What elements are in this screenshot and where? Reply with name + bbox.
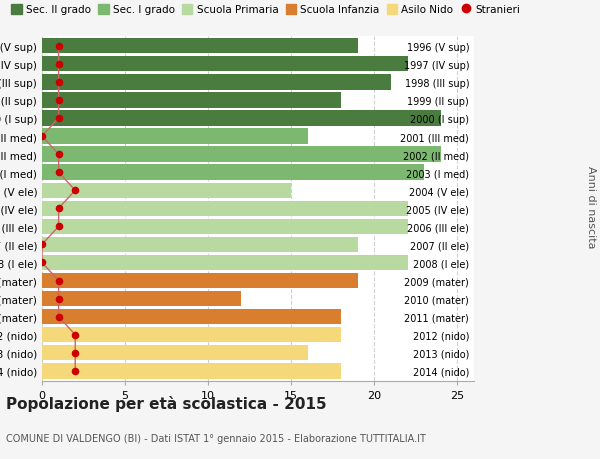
Point xyxy=(54,61,64,68)
Bar xyxy=(42,255,407,270)
Point xyxy=(70,367,80,375)
Point xyxy=(54,205,64,213)
Point xyxy=(37,259,47,267)
Text: Popolazione per età scolastica - 2015: Popolazione per età scolastica - 2015 xyxy=(6,396,326,412)
Point xyxy=(54,169,64,176)
Point xyxy=(54,97,64,104)
Bar xyxy=(42,75,391,90)
Bar xyxy=(42,345,308,361)
Text: Anni di nascita: Anni di nascita xyxy=(586,165,596,248)
Bar xyxy=(42,364,341,379)
Point xyxy=(54,313,64,321)
Point xyxy=(54,43,64,50)
Bar xyxy=(42,93,341,108)
Bar xyxy=(42,57,407,73)
Bar xyxy=(42,309,341,325)
Bar xyxy=(42,147,441,162)
Bar xyxy=(42,111,441,126)
Bar xyxy=(42,237,358,252)
Point xyxy=(70,349,80,357)
Bar xyxy=(42,165,424,180)
Point xyxy=(54,223,64,230)
Point xyxy=(37,133,47,140)
Bar xyxy=(42,327,341,343)
Text: COMUNE DI VALDENGO (BI) - Dati ISTAT 1° gennaio 2015 - Elaborazione TUTTITALIA.I: COMUNE DI VALDENGO (BI) - Dati ISTAT 1° … xyxy=(6,433,426,442)
Bar xyxy=(42,129,308,145)
Legend: Sec. II grado, Sec. I grado, Scuola Primaria, Scuola Infanzia, Asilo Nido, Stran: Sec. II grado, Sec. I grado, Scuola Prim… xyxy=(11,5,520,16)
Bar xyxy=(42,273,358,289)
Bar xyxy=(42,183,291,198)
Point xyxy=(54,277,64,285)
Bar xyxy=(42,219,407,235)
Point xyxy=(54,115,64,123)
Point xyxy=(54,79,64,86)
Point xyxy=(37,241,47,249)
Point xyxy=(54,295,64,302)
Point xyxy=(54,151,64,158)
Bar xyxy=(42,201,407,217)
Point xyxy=(70,331,80,339)
Bar xyxy=(42,39,358,54)
Bar xyxy=(42,291,241,307)
Point xyxy=(70,187,80,195)
